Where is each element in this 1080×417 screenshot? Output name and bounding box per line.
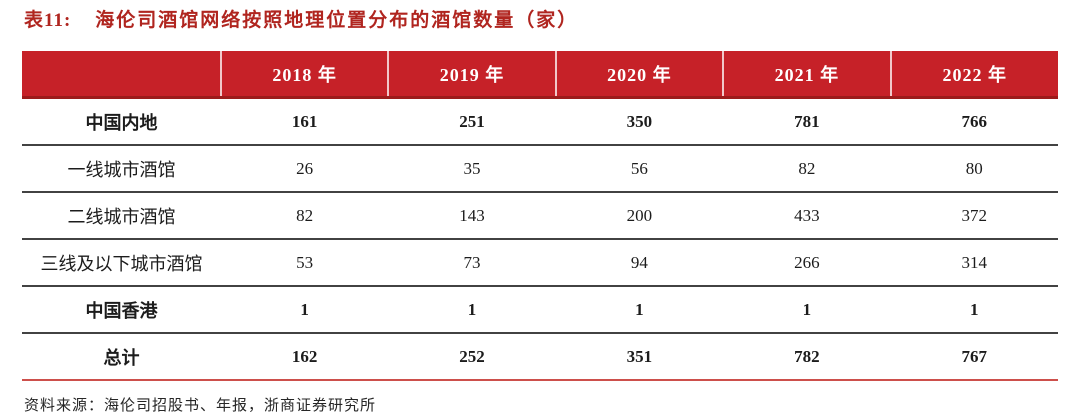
- table-row-hong-kong: 中国香港 1 1 1 1 1: [22, 285, 1058, 333]
- table-row-tier2-cities: 二线城市酒馆 82 143 200 433 372: [22, 191, 1058, 239]
- header-cell-2021: 2021 年: [722, 51, 891, 99]
- header-cell-empty: [22, 51, 221, 99]
- table-row-tier3-and-below-cities: 三线及以下城市酒馆 53 73 94 266 314: [22, 238, 1058, 286]
- source-note: 资料来源：海伦司招股书、年报，浙商证券研究所: [24, 398, 377, 414]
- cell-value: 94: [555, 238, 724, 286]
- cell-value: 1: [555, 285, 724, 333]
- header-cell-2020: 2020 年: [554, 51, 724, 99]
- header-cell-2022: 2022 年: [889, 51, 1058, 99]
- cell-value: 73: [388, 238, 556, 286]
- cell-value: 767: [890, 332, 1058, 381]
- cell-value: 1: [388, 285, 556, 333]
- cell-value: 80: [890, 144, 1058, 192]
- header-cell-2018: 2018 年: [219, 51, 389, 99]
- row-label: 中国内地: [85, 112, 158, 133]
- row-label: 中国香港: [22, 285, 221, 333]
- cell-value: 26: [220, 144, 389, 192]
- cell-value: 433: [723, 191, 891, 239]
- cell-value: 266: [723, 238, 891, 286]
- cell-value: 53: [220, 238, 389, 286]
- row-label: 总计: [22, 332, 221, 381]
- cell-value: 200: [555, 191, 724, 239]
- pub-distribution-table: 2018 年 2019 年 2020 年 2021 年 2022 年 中国内地 …: [22, 51, 1058, 381]
- cell-value: 1: [723, 285, 891, 333]
- cell-value: 35: [388, 144, 556, 192]
- cell-value: 56: [555, 144, 724, 192]
- cell-value: 1: [890, 285, 1058, 333]
- cell-value: 372: [890, 191, 1058, 239]
- header-cell-2019: 2019 年: [387, 51, 556, 99]
- cell-value: 1: [220, 285, 389, 333]
- table-header-row: 2018 年 2019 年 2020 年 2021 年 2022 年: [22, 51, 1058, 99]
- row-label: 二线城市酒馆: [22, 191, 221, 239]
- cell-value: 162: [220, 332, 389, 381]
- cell-value: 82: [220, 191, 389, 239]
- cell-value: 82: [723, 144, 891, 192]
- cell-value: 781: [794, 111, 820, 131]
- cell-value: 143: [388, 191, 556, 239]
- table-number: 表11:: [24, 10, 72, 31]
- table-title-text: 海伦司酒馆网络按照地理位置分布的酒馆数量（家）: [95, 10, 579, 31]
- table-row-total: 总计 162 252 351 782 767: [22, 332, 1058, 381]
- cell-value: 766: [961, 111, 988, 131]
- cell-value: 161: [291, 111, 318, 131]
- table-row-mainland-china: 中国内地 161 251 350 781 766: [22, 98, 1058, 146]
- row-label: 三线及以下城市酒馆: [22, 238, 221, 286]
- cell-value: 350: [626, 111, 653, 131]
- table-title: 表11: 海伦司酒馆网络按照地理位置分布的酒馆数量（家）: [22, 8, 1058, 34]
- cell-value: 314: [890, 238, 1058, 286]
- table-row-tier1-cities: 一线城市酒馆 26 35 56 82 80: [22, 144, 1058, 192]
- cell-value: 782: [723, 332, 891, 381]
- cell-value: 252: [388, 332, 556, 381]
- cell-value: 251: [459, 111, 485, 131]
- cell-value: 351: [555, 332, 724, 381]
- row-label: 一线城市酒馆: [22, 144, 221, 192]
